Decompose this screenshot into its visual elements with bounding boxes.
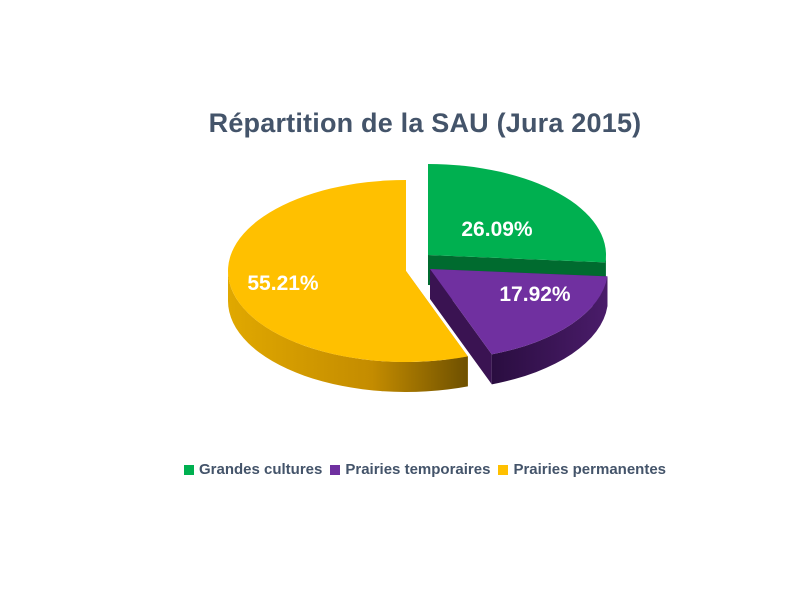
pie-slice — [428, 164, 606, 263]
slice-side — [228, 271, 468, 392]
legend-swatch — [330, 464, 341, 475]
legend-entry-prairies-temporaires: Prairies temporaires — [330, 461, 490, 478]
slice-data-label: 17.92% — [499, 283, 571, 306]
legend-entry-prairies-permanentes: Prairies permanentes — [498, 461, 666, 478]
chart-legend: Grandes cultures Prairies temporaires Pr… — [0, 461, 800, 478]
slice-cut-face — [430, 269, 492, 385]
legend-label: Prairies temporaires — [345, 461, 491, 478]
legend-swatch — [183, 464, 194, 475]
legend-entry-grandes-cultures: Grandes cultures — [183, 461, 323, 478]
slice-data-label: 26.09% — [461, 218, 533, 241]
pie-slice — [430, 269, 608, 355]
chart-title: Répartition de la SAU (Jura 2015) — [208, 108, 642, 138]
legend-swatch — [498, 464, 509, 475]
legend-label: Prairies permanentes — [513, 461, 667, 478]
slice-data-label: 55.21% — [247, 272, 319, 295]
legend-label: Grandes cultures — [198, 461, 323, 478]
pie-slice — [228, 180, 468, 362]
slice-side — [491, 276, 608, 385]
